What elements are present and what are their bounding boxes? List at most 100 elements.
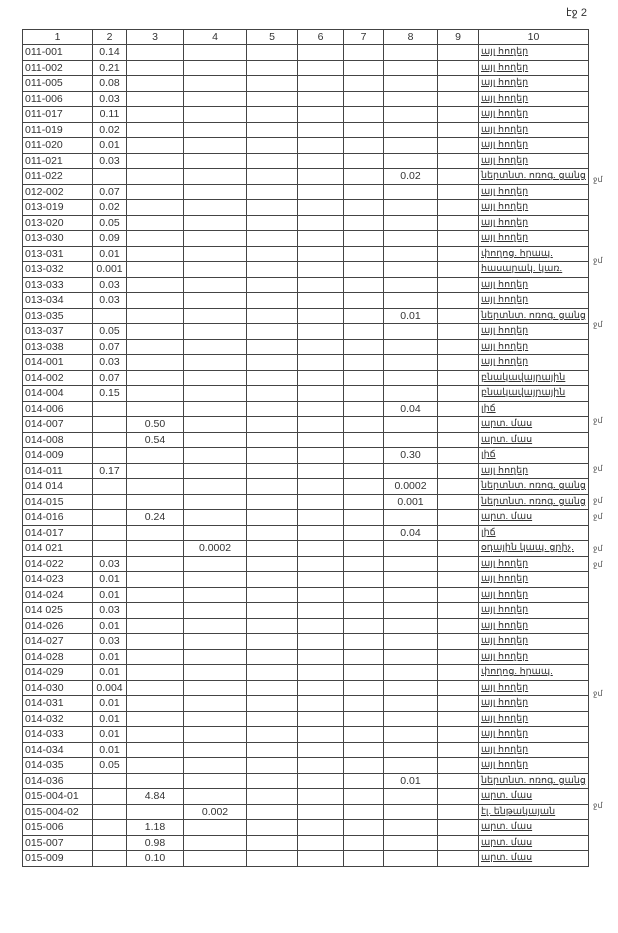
parcel-code-cell: 014-004: [22, 385, 93, 402]
col-8-cell: [383, 106, 438, 123]
table-row: 011-006 0.03 այլ հողեր: [22, 90, 589, 107]
col-7-cell: [343, 431, 384, 448]
table-row: 015-006 1.18 արտ. մաս: [22, 819, 589, 836]
col-7-cell: [343, 152, 384, 169]
col-2-cell: 0.004: [92, 679, 127, 696]
col-4-cell: [183, 819, 247, 836]
col-8-cell: [383, 509, 438, 526]
table-row: 014-031 0.01 այլ հողեր: [22, 695, 589, 712]
col-7-cell: [343, 834, 384, 851]
land-type-cell: արտ. մաս: [478, 416, 589, 433]
header-row: 1 2 3 4 5 6 7 8 9 10: [22, 29, 589, 45]
parcel-code-cell: 011-006: [22, 90, 93, 107]
col-8-cell: [383, 199, 438, 216]
table-row: 011-021 0.03 այլ հողեր: [22, 152, 589, 169]
land-type-cell: այլ հողեր: [478, 338, 589, 355]
parcel-code-cell: 014-006: [22, 400, 93, 417]
col-3-cell: [126, 183, 184, 200]
col-7-cell: [343, 416, 384, 433]
land-type-cell: այլ հողեր: [478, 726, 589, 743]
col-2-cell: [92, 834, 127, 851]
col-9-cell: [437, 292, 479, 309]
col-2-cell: 0.02: [92, 121, 127, 138]
col-2-cell: 0.05: [92, 214, 127, 231]
col-6-cell: [297, 633, 344, 650]
col-6-cell: [297, 416, 344, 433]
col-8-cell: [383, 59, 438, 76]
col-4-cell: [183, 44, 247, 61]
col-6-cell: [297, 509, 344, 526]
col-5-cell: [246, 385, 298, 402]
col-8-cell: [383, 292, 438, 309]
col-6-cell: [297, 772, 344, 789]
parcel-code-cell: 013-034: [22, 292, 93, 309]
col-7-cell: [343, 338, 384, 355]
parcel-code-cell: 015-009: [22, 850, 93, 867]
col-8-cell: [383, 230, 438, 247]
col-3-cell: [126, 75, 184, 92]
col-3-cell: [126, 292, 184, 309]
land-type-cell: օդային կապ. ցրիչ.: [478, 540, 589, 557]
land-type-cell: արտ. մաս: [478, 834, 589, 851]
col-5-cell: [246, 276, 298, 293]
col-2-cell: 0.07: [92, 338, 127, 355]
col-4-cell: [183, 555, 247, 572]
col-3-cell: [126, 679, 184, 696]
col-7-cell: [343, 524, 384, 541]
table-row: 013-031 0.01 փողոց. հրապ.: [22, 245, 589, 262]
col-2-cell: 0.01: [92, 710, 127, 727]
col-6-cell: [297, 152, 344, 169]
land-type-cell: այլ հողեր: [478, 462, 589, 479]
col-5-cell: [246, 44, 298, 61]
table-row: 014-024 0.01 այլ հողեր: [22, 586, 589, 603]
col-4-cell: [183, 152, 247, 169]
col-3-cell: [126, 323, 184, 340]
land-type-cell: այլ հողեր: [478, 710, 589, 727]
table-row: 014-028 0.01 այլ հողեր: [22, 648, 589, 665]
col-9-cell: [437, 803, 479, 820]
col-6-cell: [297, 803, 344, 820]
table-row: 011-017 0.11 այլ հողեր: [22, 106, 589, 123]
col-4-cell: [183, 788, 247, 805]
col-2-cell: 0.08: [92, 75, 127, 92]
col-6-cell: [297, 617, 344, 634]
col-5-cell: [246, 183, 298, 200]
col-2-cell: 0.03: [92, 555, 127, 572]
col-4-cell: [183, 323, 247, 340]
col-4-cell: [183, 354, 247, 371]
col-8-cell: [383, 664, 438, 681]
col-6-cell: [297, 602, 344, 619]
col-7-cell: [343, 230, 384, 247]
table-row: 014-002 0.07 բնակավայրային: [22, 369, 589, 386]
col-6-cell: [297, 695, 344, 712]
col-5-cell: [246, 710, 298, 727]
parcel-code-cell: 013-031: [22, 245, 93, 262]
col-5-cell: [246, 850, 298, 867]
land-type-cell: ներտնտ. ոռոգ. ցանց: [478, 168, 589, 185]
col-9-cell: [437, 400, 479, 417]
col-4-cell: [183, 524, 247, 541]
col-3-cell: 0.10: [126, 850, 184, 867]
land-type-cell: փողոց. հրապ.: [478, 664, 589, 681]
table-row: 013-038 0.07 այլ հողեր: [22, 338, 589, 355]
col-8-cell: [383, 648, 438, 665]
col-7-cell: [343, 323, 384, 340]
col-3-cell: [126, 276, 184, 293]
col-6-cell: [297, 183, 344, 200]
col-9-cell: [437, 183, 479, 200]
col-2-cell: [92, 509, 127, 526]
header-col-1: 1: [22, 29, 93, 45]
col-7-cell: [343, 726, 384, 743]
col-3-cell: [126, 524, 184, 541]
col-9-cell: [437, 788, 479, 805]
land-type-cell: այլ հողեր: [478, 695, 589, 712]
table-row: 012-002 0.07 այլ հողեր: [22, 183, 589, 200]
col-6-cell: [297, 493, 344, 510]
col-3-cell: [126, 741, 184, 758]
col-5-cell: [246, 400, 298, 417]
parcel-code-cell: 014 025: [22, 602, 93, 619]
col-8-cell: [383, 741, 438, 758]
land-type-cell: լիճ: [478, 524, 589, 541]
table-row: 014-022 0.03 այլ հողեր: [22, 555, 589, 572]
table-row: 014-034 0.01 այլ հողեր: [22, 741, 589, 758]
